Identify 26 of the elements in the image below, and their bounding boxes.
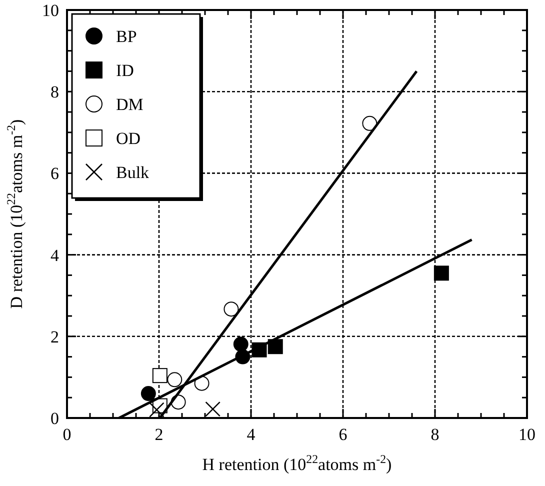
y-tick-label: 2 [50,327,59,346]
legend-label: DM [116,95,144,114]
x-tick-label: 10 [518,425,536,444]
point [268,339,283,354]
x-tick-label: 2 [154,425,164,444]
x-tick-label: 8 [430,425,440,444]
legend-label: ID [116,61,134,80]
point [152,368,168,384]
legend-label: BP [116,27,137,46]
point [224,302,239,317]
legend-label: Bulk [116,163,150,182]
y-tick-label: 0 [50,409,59,428]
legend-label: OD [116,129,141,148]
x-tick-label: 4 [246,425,256,444]
y-tick-label: 6 [50,164,59,184]
point [167,372,182,388]
point [205,401,220,417]
x-axis-title: H retention (10$^{22}$atoms m$^{-2}$) [202,452,392,474]
y-tick-label: 8 [50,82,59,102]
point [434,266,449,281]
y-tick-label: 10 [42,1,59,20]
point [233,336,248,352]
x-tick-label: 0 [62,425,72,444]
x-tick-label: 6 [338,425,348,444]
y-tick-label: 4 [50,246,60,265]
point [140,386,156,402]
